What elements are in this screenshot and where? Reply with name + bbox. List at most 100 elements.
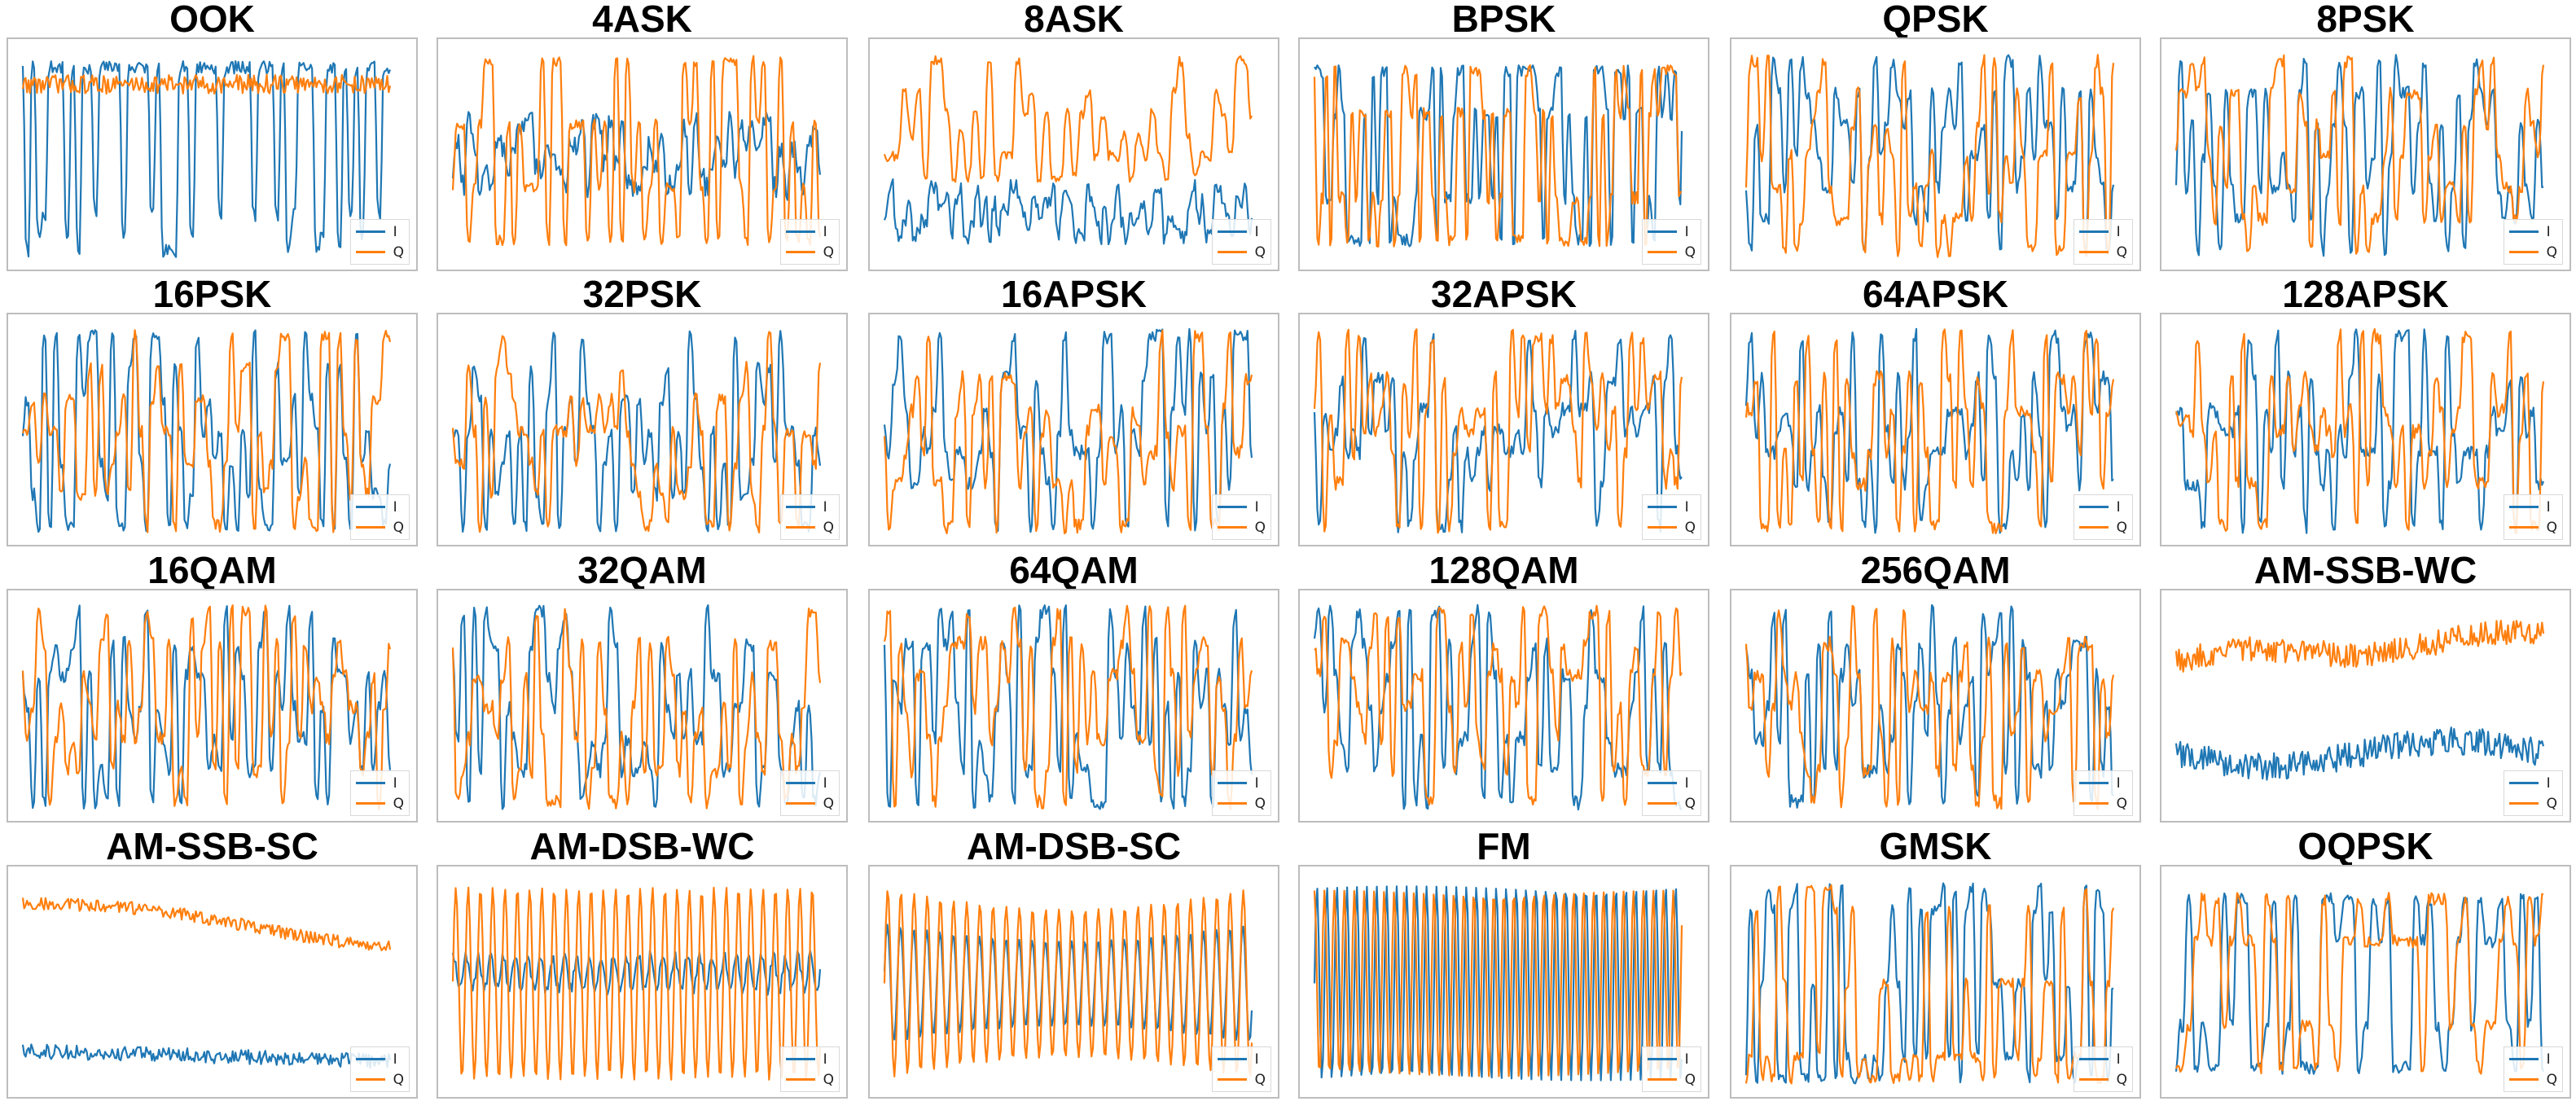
legend-label: Q	[2116, 519, 2127, 536]
legend-label: Q	[823, 795, 834, 812]
legend-entry-q: Q	[355, 793, 404, 814]
waveform-plot	[2174, 892, 2545, 1075]
legend-swatch	[355, 1058, 385, 1060]
chart-title: OQPSK	[2297, 825, 2433, 867]
legend-swatch	[2078, 1078, 2109, 1081]
series-q-line	[1313, 328, 1683, 534]
legend-entry-q: Q	[1647, 517, 1696, 537]
legend-swatch	[1217, 526, 1247, 529]
legend-entry-i: I	[1217, 1049, 1266, 1069]
waveform-plot	[451, 604, 822, 810]
series-i-line	[1313, 603, 1683, 811]
legend-entry-q: Q	[2078, 1069, 2127, 1090]
legend-label: I	[2116, 1051, 2121, 1068]
panel-fm: FM I Q	[1298, 827, 1709, 1099]
legend-entry-q: Q	[2508, 1069, 2557, 1090]
chart-title: FM	[1477, 825, 1531, 867]
legend-swatch	[355, 506, 385, 508]
legend-swatch	[355, 1078, 385, 1081]
legend-swatch	[2508, 506, 2539, 508]
chart-title: AM-SSB-WC	[2253, 549, 2477, 591]
waveform-plot	[883, 889, 1253, 1077]
legend-label: Q	[393, 795, 404, 812]
chart-title: 16QAM	[147, 549, 277, 591]
legend-entry-q: Q	[1647, 1069, 1696, 1090]
series-i-line	[2174, 54, 2544, 257]
chart-title: OOK	[169, 0, 255, 40]
series-q-line	[21, 897, 392, 951]
legend-entry-q: Q	[2078, 517, 2127, 537]
legend-label: I	[1254, 498, 1259, 516]
legend-swatch	[785, 802, 815, 805]
panel-am-dsb-wc: AM-DSB-WC I Q	[437, 827, 848, 1099]
legend-label: Q	[2546, 795, 2557, 812]
chart-title: 32APSK	[1431, 273, 1577, 315]
legend-swatch	[1217, 782, 1247, 784]
legend-swatch	[1217, 230, 1247, 233]
legend-label: Q	[2116, 795, 2127, 812]
series-i-line	[883, 178, 1253, 246]
series-q-line	[1744, 328, 2115, 535]
series-q-line	[2174, 328, 2545, 534]
legend-label: Q	[1254, 1071, 1266, 1088]
legend-entry-i: I	[785, 222, 834, 242]
panel-am-ssb-sc: AM-SSB-SC I Q	[7, 827, 418, 1099]
legend-swatch	[785, 526, 815, 529]
waveform-plot	[1744, 882, 2115, 1085]
legend-swatch	[1217, 1058, 1247, 1060]
legend-label: I	[823, 223, 827, 240]
legend-label: I	[2546, 1051, 2551, 1068]
series-i-line	[1744, 327, 2114, 534]
legend-label: I	[823, 774, 827, 792]
legend-entry-i: I	[2078, 773, 2127, 793]
legend-label: I	[393, 498, 397, 516]
legend-label: I	[393, 1051, 397, 1068]
legend-label: Q	[1684, 519, 1696, 536]
legend-entry-q: Q	[2508, 242, 2557, 262]
series-q-line	[883, 889, 1253, 1077]
legend-swatch	[2508, 1058, 2539, 1060]
series-i-line	[2174, 726, 2545, 781]
legend-swatch	[1217, 506, 1247, 508]
waveform-plot	[2174, 328, 2545, 534]
chart-title: 32QAM	[577, 549, 707, 591]
legend-entry-i: I	[785, 497, 834, 517]
legend-label: Q	[2546, 1071, 2557, 1088]
panel-oqpsk: OQPSK I Q	[2160, 827, 2571, 1099]
series-i-line	[21, 60, 392, 258]
legend-label: I	[1254, 223, 1259, 240]
series-i-line	[21, 604, 392, 809]
waveform-plot	[2174, 620, 2545, 781]
panel-qpsk: QPSK I Q	[1730, 0, 2141, 271]
series-q-line	[883, 55, 1253, 183]
legend-entry-q: Q	[355, 517, 404, 537]
series-q-line	[1744, 604, 2115, 810]
legend-swatch	[2078, 230, 2109, 233]
panel-16qam: 16QAM I Q	[7, 551, 418, 823]
legend-label: Q	[823, 519, 834, 536]
chart-title: 16PSK	[152, 273, 272, 315]
legend-label: Q	[1684, 243, 1696, 261]
chart-title: AM-SSB-SC	[106, 825, 318, 867]
waveform-plot	[1313, 885, 1683, 1081]
legend-swatch	[1647, 1078, 1677, 1081]
legend-swatch	[2508, 526, 2539, 529]
legend-swatch	[1217, 251, 1247, 253]
